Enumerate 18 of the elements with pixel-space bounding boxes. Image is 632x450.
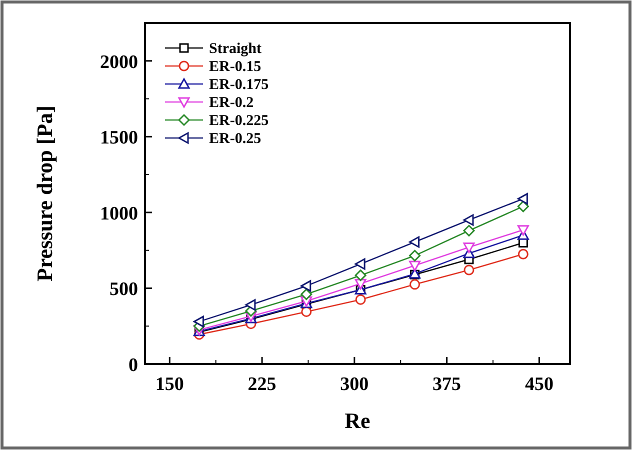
x-tick-label: 375 [432,374,462,395]
x-tick-label: 300 [340,374,369,395]
legend-label: ER-0.15 [209,59,262,75]
legend-label: ER-0.25 [209,131,262,147]
y-tick-label: 2000 [100,52,138,73]
legend-label: ER-0.175 [209,77,269,93]
legend-label: Straight [209,41,262,57]
y-tick-label: 1500 [100,128,138,149]
x-axis-title: Re [344,408,371,433]
y-tick-label: 0 [128,355,138,376]
x-tick-label: 225 [248,374,276,395]
x-tick-label: 150 [155,374,184,395]
x-tick-label: 450 [524,374,554,395]
y-tick-label: 500 [110,279,138,300]
y-tick-label: 1000 [100,203,138,224]
y-axis-title: Pressure drop [Pa] [32,106,57,282]
legend-label: ER-0.2 [209,95,254,111]
legend-label: ER-0.225 [209,113,269,129]
